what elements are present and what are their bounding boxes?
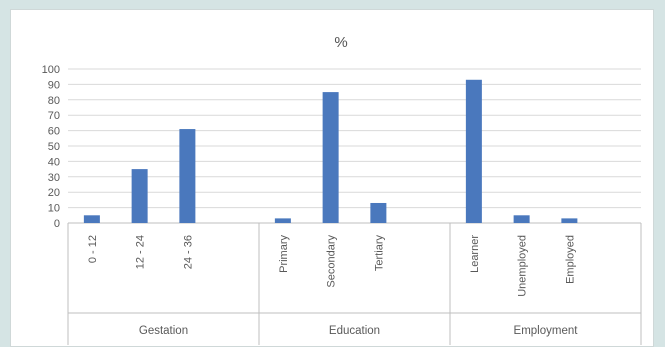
bar-Employed bbox=[561, 218, 578, 223]
category-label: Employed bbox=[564, 235, 576, 284]
bar-Unemployed bbox=[513, 215, 530, 223]
y-tick-label: 40 bbox=[48, 156, 60, 168]
category-label: Unemployed bbox=[517, 235, 529, 297]
y-tick-label: 60 bbox=[48, 126, 60, 138]
bar-24-36 bbox=[179, 129, 196, 223]
y-tick-label: 30 bbox=[48, 172, 60, 184]
bar-Secondary bbox=[322, 92, 339, 223]
bar-Primary bbox=[274, 218, 291, 223]
category-label: 12 - 24 bbox=[135, 235, 147, 269]
category-label: 24 - 36 bbox=[182, 235, 194, 269]
group-label: Education bbox=[329, 325, 380, 337]
category-label: Learner bbox=[469, 235, 481, 273]
category-label: Secondary bbox=[326, 235, 338, 288]
category-label: 0 - 12 bbox=[87, 235, 99, 263]
category-label: Tertiary bbox=[373, 235, 385, 272]
y-tick-label: 70 bbox=[48, 110, 60, 122]
bar-Tertiary bbox=[370, 202, 387, 223]
y-tick-label: 20 bbox=[48, 187, 60, 199]
bar-Learner bbox=[465, 79, 482, 223]
y-tick-label: 50 bbox=[48, 141, 60, 153]
chart-title: % bbox=[334, 34, 347, 51]
y-tick-label: 90 bbox=[48, 79, 60, 91]
group-label: Gestation bbox=[139, 325, 188, 337]
y-tick-label: 80 bbox=[48, 95, 60, 107]
group-label: Employment bbox=[514, 325, 579, 337]
y-tick-label: 0 bbox=[54, 218, 60, 230]
y-tick-label: 10 bbox=[48, 203, 60, 215]
category-label: Primary bbox=[278, 235, 290, 273]
bar-0-12 bbox=[83, 215, 100, 223]
bar-12-24 bbox=[131, 169, 148, 223]
y-tick-label: 100 bbox=[42, 64, 60, 76]
